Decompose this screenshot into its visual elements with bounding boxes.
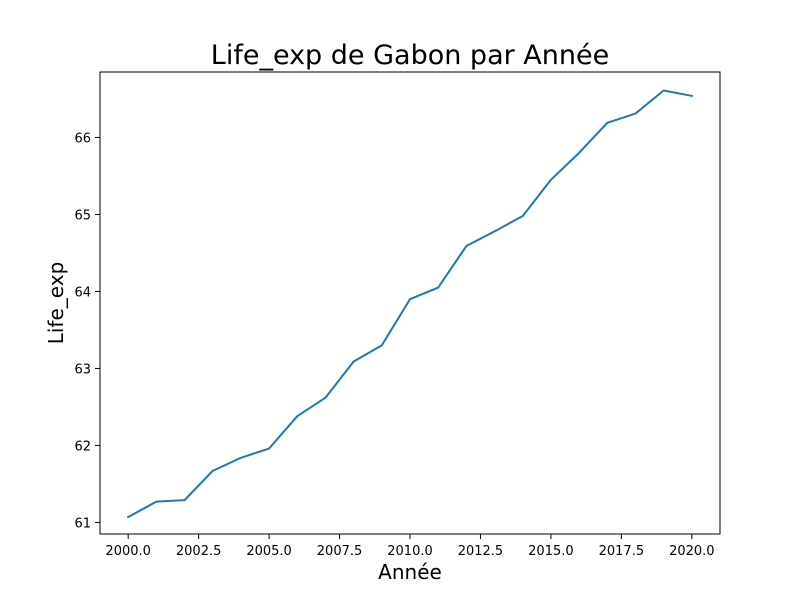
x-tick-label: 2012.5: [458, 544, 504, 559]
x-tick-label: 2020.0: [669, 544, 715, 559]
x-tick-label: 2015.0: [528, 544, 574, 559]
y-tick-label: 66: [74, 131, 91, 146]
x-tick-label: 2007.5: [317, 544, 363, 559]
x-axis-title: Année: [378, 560, 442, 584]
x-tick-label: 2005.0: [246, 544, 292, 559]
axes-frame: [99, 71, 721, 535]
y-tick-label: 65: [74, 208, 91, 223]
plot-area: 2000.0 2002.5 2005.0 2007.5 2010.0 2012.5 2015…: [74, 89, 715, 559]
y-tick-label: 61: [74, 516, 91, 531]
y-tick-label: 63: [74, 362, 91, 377]
x-tick-label: 2000.0: [105, 544, 151, 559]
x-tick-label: 2010.0: [387, 544, 433, 559]
x-tick-label: 2002.5: [176, 544, 222, 559]
y-axis-title: Life_exp: [44, 262, 68, 345]
y-tick-label: 62: [74, 439, 91, 454]
y-tick-label: 64: [74, 285, 91, 300]
x-tick-label: 2017.5: [599, 544, 645, 559]
chart-title: Life_exp de Gabon par Année: [211, 40, 609, 71]
series-line: [126, 89, 693, 519]
